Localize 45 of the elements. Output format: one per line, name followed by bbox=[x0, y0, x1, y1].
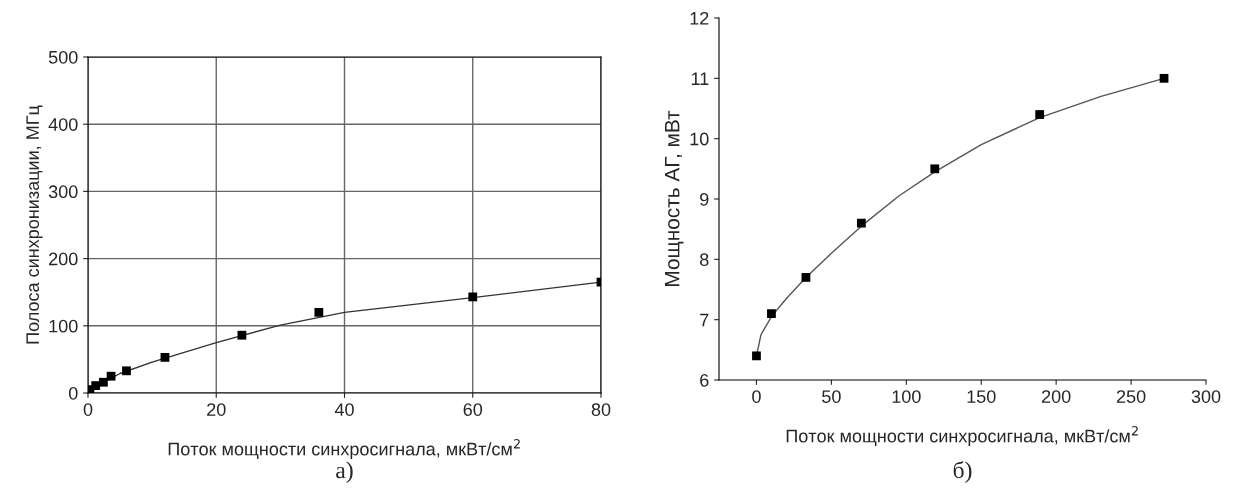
x-tick-label: 300 bbox=[1191, 390, 1221, 403]
y-tick-label: 200 bbox=[49, 252, 78, 266]
y-axis-title: Мощность АГ, мВт bbox=[664, 110, 684, 286]
point bbox=[801, 273, 811, 282]
x-tick-label: 80 bbox=[591, 403, 611, 416]
point bbox=[1159, 73, 1169, 83]
y-tick-label: 100 bbox=[49, 319, 78, 333]
point bbox=[314, 307, 324, 317]
x-axis-title: Поток мощности синхросигнала, мкВт/см$^{2}$ bbox=[168, 439, 520, 460]
point bbox=[99, 377, 108, 387]
point bbox=[856, 218, 866, 228]
point bbox=[237, 330, 247, 340]
x-tick-label: 250 bbox=[1116, 390, 1146, 403]
point bbox=[767, 309, 776, 319]
x-tick-label: 200 bbox=[1042, 390, 1071, 403]
text: б) bbox=[953, 461, 972, 483]
x-tick-label: 40 bbox=[334, 403, 354, 416]
y-tick-label: 10 bbox=[690, 132, 709, 146]
point bbox=[930, 164, 940, 174]
point bbox=[160, 352, 170, 362]
point bbox=[106, 371, 116, 381]
y-tick-label: 7 bbox=[700, 313, 709, 327]
y-tick-label: 8 bbox=[700, 253, 709, 267]
x-tick-label: 0 bbox=[752, 390, 761, 403]
y-tick-label: 9 bbox=[700, 192, 709, 206]
x-tick-label: 20 bbox=[207, 403, 226, 416]
text: а) bbox=[336, 461, 353, 483]
y-tick-label: 500 bbox=[48, 50, 78, 64]
y-tick-label: 300 bbox=[48, 185, 78, 199]
point bbox=[1035, 110, 1045, 119]
point bbox=[468, 292, 478, 302]
point bbox=[752, 351, 761, 361]
x-tick-label: 50 bbox=[822, 390, 841, 403]
point bbox=[91, 381, 101, 390]
x-tick-label: 100 bbox=[892, 390, 921, 403]
y-tick-label: 12 bbox=[690, 11, 709, 25]
x-tick-label: 0 bbox=[83, 403, 93, 416]
x-axis-title: Поток мощности синхросигнала, мкВт/см$^{2}$ bbox=[786, 426, 1138, 447]
point bbox=[122, 366, 131, 376]
y-tick-label: 400 bbox=[48, 118, 78, 131]
y-tick-label: 6 bbox=[700, 373, 709, 387]
y-axis-title: Полоса синхронизации, МГц bbox=[26, 105, 43, 344]
x-tick-label: 60 bbox=[463, 403, 483, 416]
y-tick-label: 11 bbox=[691, 72, 709, 85]
x-tick-label: 150 bbox=[967, 390, 996, 403]
